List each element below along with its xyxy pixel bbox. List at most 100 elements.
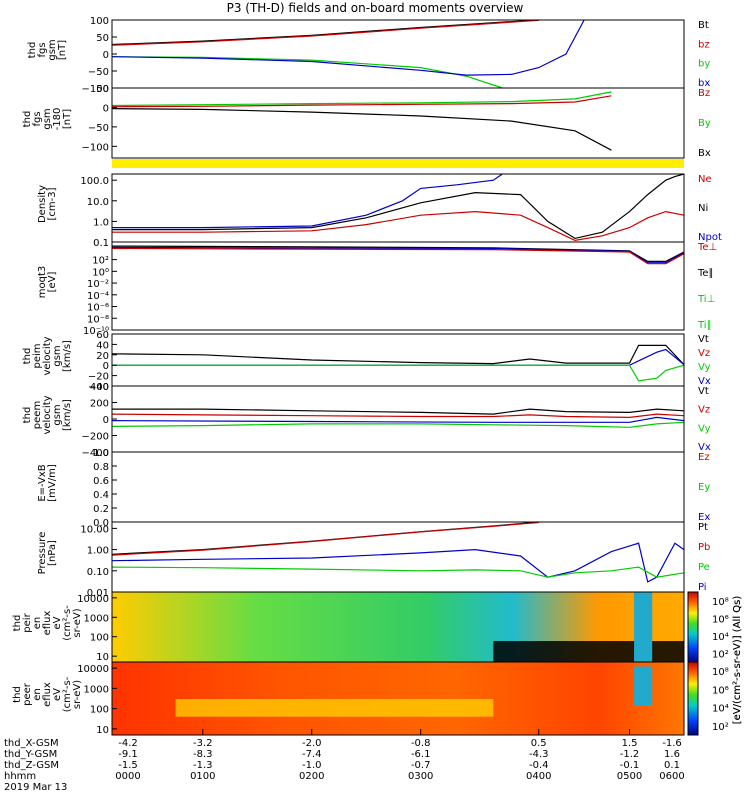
y-axis-label: peir [22,612,33,632]
x-tick-label: 0200 [299,771,324,782]
y-tick-label: −400 [82,448,109,459]
panel-frame [111,385,685,453]
legend-entry: Vt [698,386,709,397]
x-tick-label: -1.2 [620,749,640,760]
series-line [111,108,612,151]
x-tick-label: 0400 [526,771,551,782]
colorbar-tick-label: 10⁴ [712,704,729,715]
panel-frame [111,241,685,331]
legend-entry: Vt [698,334,709,345]
panel-frame [111,661,685,736]
series-line [112,173,503,229]
y-tick-label: 0.8 [93,462,109,473]
colorbar-tick-label: 10⁸ [712,597,729,608]
y-axis-label: velocity [42,336,53,375]
y-tick-label: 10.00 [80,524,109,535]
series-line [111,421,685,428]
legend-entry: Vx [698,376,711,387]
panel-separator-bar [112,159,684,168]
y-axis-label: fgs [32,111,43,126]
panel-1: 100 50 0 −50 −100 thd fgs gsm [nT] Bt bz by bx [27,16,710,95]
colorbar [687,661,699,736]
colorbar-tick-label: 10⁴ [712,632,729,643]
y-axis-label: gsm [52,345,63,366]
y-tick-label: −20 [88,372,109,383]
y-tick-label: 20 [96,351,109,362]
y-tick-label: 0.6 [93,476,109,487]
y-tick-label: 100 [90,16,109,27]
spectrogram-fill [112,662,684,735]
x-tick-label: 1.5 [622,738,638,749]
y-axis-label: eflux [42,682,53,707]
y-tick-label: −50 [88,67,109,78]
y-tick-label: 10000 [77,594,109,605]
y-axis-label: thd [22,407,33,424]
y-axis-label: thd [12,615,23,632]
x-tick-label: 0000 [115,771,140,782]
legend-entry: Pe [698,562,710,573]
y-tick-label: 0 [103,50,109,61]
y-tick-label: 100 [90,705,109,716]
y-axis-label: eV [52,688,63,701]
y-tick-label: 10² [92,256,109,267]
y-tick-label: 0.2 [93,504,109,515]
spectrogram-band [175,698,494,717]
y-tick-label: 0 [103,103,109,114]
legend-entry: Bx [698,148,711,159]
panel-2: 50 0 −50 −100 thd fgs gsm -180 [nT] Bz By Bx [22,84,711,159]
series-line [112,210,685,242]
y-tick-label: 10⁻⁸ [87,314,109,325]
chart-title: P3 (TH-D) fields and on-board moments ov… [226,1,524,15]
y-axis-label: eflux [42,611,53,636]
y-tick-label: 10⁰ [92,267,109,278]
panel-frame [111,451,685,523]
legend-entry: Pi [698,582,707,593]
legend-entry: Bt [698,20,709,31]
legend-entry: Vy [698,423,711,434]
y-axis-label: [nPa] [47,540,58,566]
series-line [111,95,612,108]
legend-entry: bz [698,39,710,50]
x-tick-label: 0500 [617,771,642,782]
x-tick-label: 0.5 [531,738,547,749]
y-tick-label: 10⁻¹⁰ [83,326,109,337]
x-tick-label: 0100 [190,771,215,782]
x-axis-row-label: hhmm [4,771,36,782]
x-tick-label: -2.0 [302,738,322,749]
x-tick-label: -6.1 [411,749,431,760]
panel-8: 10.00 1.00 0.10 0.01 Pressure [nPa] Pt Pb Pe Pi [37,521,710,599]
legend-entry: Te∥ [697,268,714,279]
colorbar-tick-label: 10⁶ [712,685,729,696]
x-tick-label: 0.1 [664,760,680,771]
y-axis-label: thd [22,111,33,128]
x-axis-row-label: thd_Y-GSM [4,749,57,760]
y-axis-label: Pressure [37,532,48,575]
x-axis-row-label: thd_Z-GSM [4,760,59,771]
legend-entry: Npot [698,232,722,243]
legend-entry: bx [698,78,710,89]
colorbar [687,591,699,663]
legend-entry: Pb [698,542,710,553]
y-axis-label: [km/s] [62,340,73,372]
series-line [112,173,685,240]
y-tick-label: 0.0 [93,518,109,529]
y-tick-label: −200 [82,432,109,443]
legend-entry: Pt [698,522,708,533]
series-line [111,413,685,419]
x-tick-label: -0.1 [620,760,640,771]
y-axis-label: thd [22,348,33,365]
x-axis: thd_X-GSM -4.2 -3.2 -2.0 -0.8 0.5 1.5 -1.6 thd_Y… [4,729,685,793]
y-axis-label: peem [32,401,43,429]
series-line [111,19,585,76]
y-tick-label: 10.0 [87,197,109,208]
x-tick-label: -3.2 [193,738,213,749]
colorbar-label: [eV/(cm²-s-sr-eV)] (All Qs) [732,596,743,725]
y-tick-label: 0 [103,361,109,372]
colorbar-tick-label: 10² [712,649,729,660]
y-tick-label: −100 [82,84,109,95]
y-tick-label: 1000 [84,684,109,695]
y-axis-label: [nT] [62,109,73,129]
x-axis-row-label: thd_X-GSM [4,738,59,749]
legend-entry: Vx [698,442,711,453]
